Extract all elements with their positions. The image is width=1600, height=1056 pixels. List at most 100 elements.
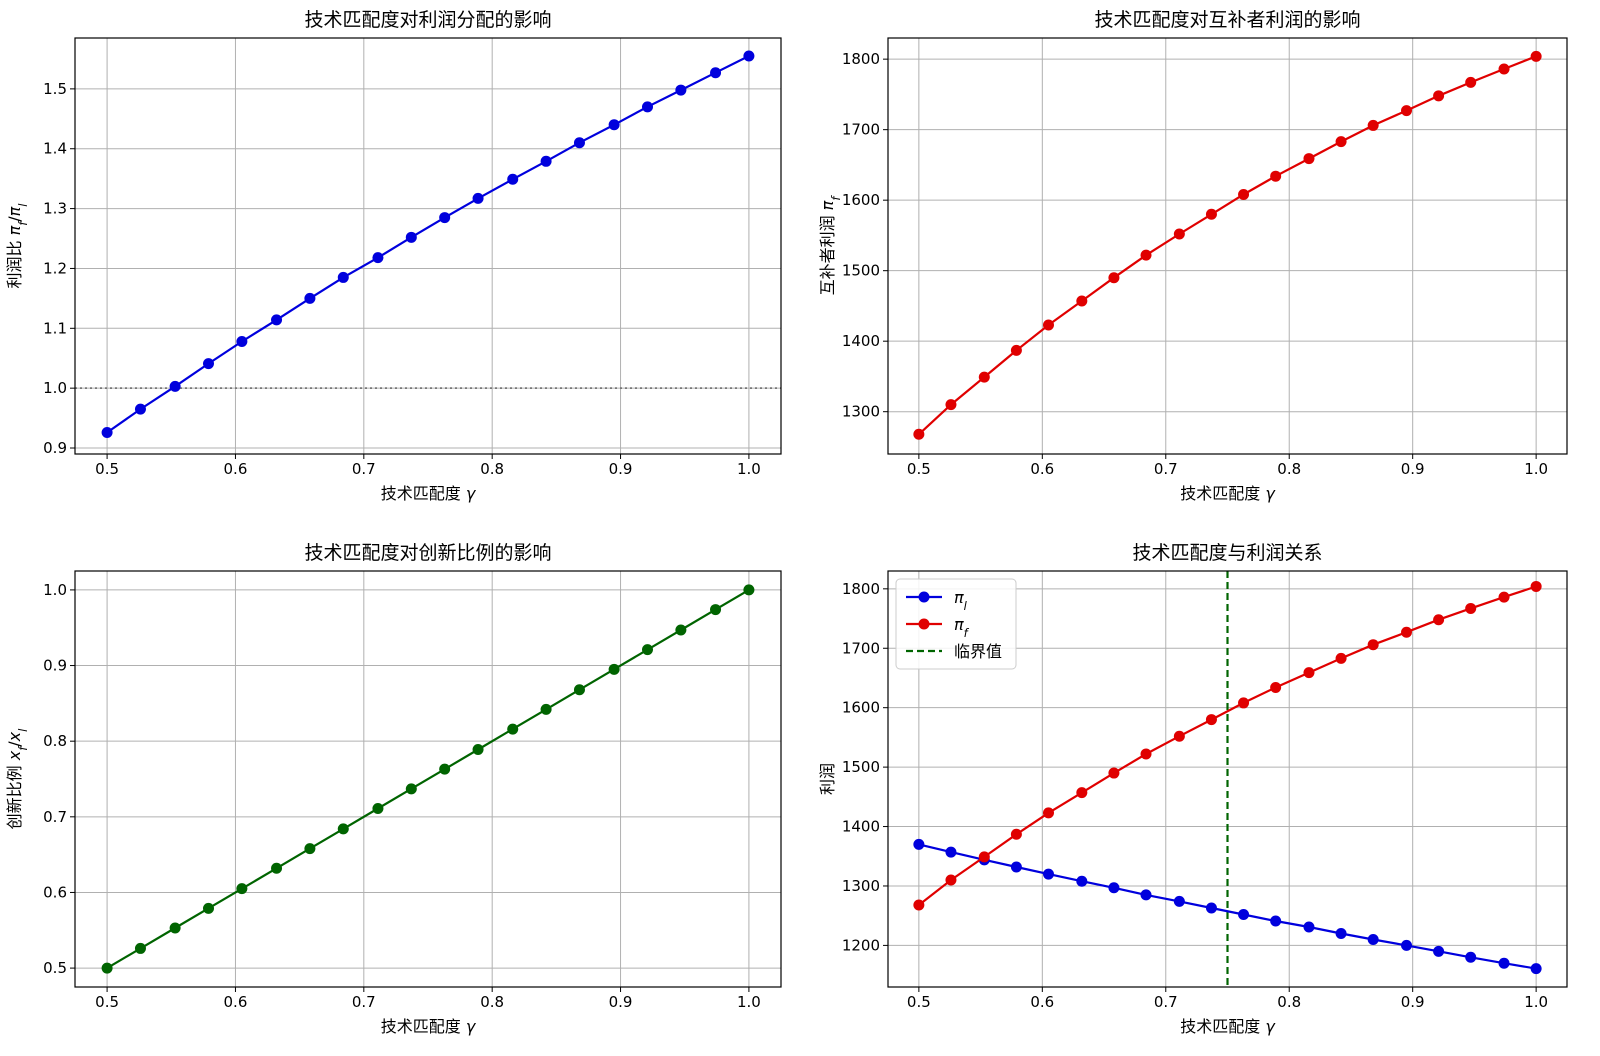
- data-point: [710, 604, 722, 616]
- legend-label: πf: [954, 615, 970, 640]
- data-point: [913, 838, 925, 850]
- data-point: [1433, 945, 1445, 957]
- y-tick-label: 1400: [842, 818, 880, 836]
- data-point: [540, 155, 552, 167]
- data-point: [1335, 652, 1347, 664]
- data-point: [169, 922, 181, 934]
- y-axis-label: 利润比 πf/πl: [5, 203, 30, 289]
- y-tick-label: 1200: [842, 936, 880, 954]
- data-point: [1367, 119, 1379, 131]
- data-point: [1108, 272, 1120, 284]
- data-point: [236, 335, 248, 347]
- data-point: [1270, 681, 1282, 693]
- data-point: [1367, 639, 1379, 651]
- data-point: [1108, 767, 1120, 779]
- series-line-1: [918, 55, 1537, 436]
- x-tick-label: 0.5: [95, 460, 119, 478]
- data-point: [507, 723, 519, 735]
- legend-marker: [918, 591, 930, 603]
- data-point: [1010, 828, 1022, 840]
- y-tick-label: 1.4: [43, 140, 67, 158]
- data-point: [405, 231, 417, 243]
- data-point: [1010, 344, 1022, 356]
- series-line-1: [106, 55, 750, 434]
- data-point: [1530, 50, 1542, 62]
- data-point: [101, 962, 113, 974]
- x-tick-label: 1.0: [737, 460, 761, 478]
- data-point: [439, 212, 451, 224]
- y-tick-label: 1400: [842, 332, 880, 350]
- data-point: [608, 663, 620, 675]
- data-point: [304, 843, 316, 855]
- data-point: [675, 84, 687, 96]
- y-tick-label: 1.3: [43, 200, 67, 218]
- data-point: [1076, 875, 1088, 887]
- data-point: [1140, 249, 1152, 261]
- x-tick-label: 0.7: [1154, 993, 1178, 1011]
- data-point: [1303, 667, 1315, 679]
- data-point: [1498, 957, 1510, 969]
- axes-frame: [887, 570, 1568, 988]
- chart-panel-2: 0.5 0.6 0.7 0.8 0.9 1.0 1300 1400 1500 1600 1700 18…: [818, 9, 1568, 503]
- data-point: [743, 584, 755, 596]
- data-point: [271, 314, 283, 326]
- data-point: [1042, 868, 1054, 880]
- y-tick-label: 1600: [842, 699, 880, 717]
- data-point: [1042, 319, 1054, 331]
- data-point: [1335, 136, 1347, 148]
- data-point: [202, 358, 214, 370]
- data-point: [1270, 170, 1282, 182]
- data-point: [675, 624, 687, 636]
- x-tick-label: 0.6: [1030, 460, 1054, 478]
- data-point: [1498, 591, 1510, 603]
- data-point: [1140, 748, 1152, 760]
- x-tick-label: 0.8: [1277, 993, 1301, 1011]
- legend-marker: [918, 618, 930, 630]
- data-point: [134, 942, 146, 954]
- y-tick-label: 1500: [842, 262, 880, 280]
- y-axis-label: 利润: [818, 763, 837, 795]
- data-point: [743, 50, 755, 62]
- x-tick-label: 0.9: [609, 993, 633, 1011]
- x-tick-label: 0.8: [480, 993, 504, 1011]
- data-point: [1238, 908, 1250, 920]
- y-tick-label: 1800: [842, 50, 880, 68]
- data-point: [945, 399, 957, 411]
- y-axis-label: 创新比例 xf/xl: [5, 728, 30, 829]
- series-line-1: [106, 588, 750, 970]
- chart-title: 技术匹配度对创新比例的影响: [304, 542, 551, 564]
- data-point: [1205, 208, 1217, 220]
- y-tick-label: 1800: [842, 580, 880, 598]
- legend-label: πl: [954, 588, 968, 613]
- data-point: [337, 823, 349, 835]
- y-tick-label: 1500: [842, 758, 880, 776]
- y-tick-label: 0.7: [43, 808, 67, 826]
- chart-title: 技术匹配度与利润关系: [1132, 542, 1322, 564]
- data-point: [507, 173, 519, 185]
- y-tick-label: 1700: [842, 639, 880, 657]
- data-point: [1303, 921, 1315, 933]
- data-point: [1530, 580, 1542, 592]
- data-point: [101, 426, 113, 438]
- x-tick-label: 0.6: [1030, 993, 1054, 1011]
- data-point: [1173, 730, 1185, 742]
- data-point: [1205, 714, 1217, 726]
- y-axis-label: 互补者利润 πf: [818, 195, 843, 296]
- x-tick-label: 0.7: [1154, 460, 1178, 478]
- y-tick-label: 0.8: [43, 732, 67, 750]
- data-point: [372, 252, 384, 264]
- data-point: [1010, 861, 1022, 873]
- data-point: [472, 192, 484, 204]
- data-point: [1173, 895, 1185, 907]
- chart-panel-3: 0.5 0.6 0.7 0.8 0.9 1.0 0.5 0.6 0.7 0.8 0.9 1.0 技术匹配…: [5, 542, 782, 1036]
- data-point: [642, 101, 654, 113]
- axes-frame: [74, 37, 782, 455]
- y-tick-label: 1300: [842, 877, 880, 895]
- data-point: [1401, 626, 1413, 638]
- data-point: [978, 371, 990, 383]
- data-point: [1303, 153, 1315, 165]
- x-tick-label: 0.9: [1401, 460, 1425, 478]
- data-point: [1076, 787, 1088, 799]
- y-tick-label: 1300: [842, 403, 880, 421]
